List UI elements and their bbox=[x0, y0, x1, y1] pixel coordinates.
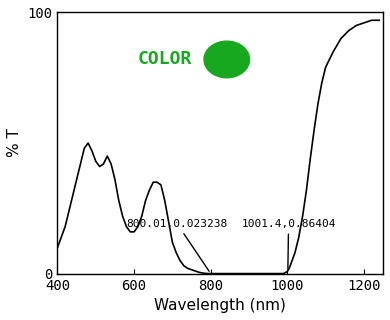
X-axis label: Wavelength (nm): Wavelength (nm) bbox=[154, 298, 286, 313]
Text: 800.01,0.023238: 800.01,0.023238 bbox=[126, 219, 228, 271]
Text: 1001.4,0.86404: 1001.4,0.86404 bbox=[241, 219, 336, 268]
Circle shape bbox=[204, 41, 250, 78]
Text: COLOR: COLOR bbox=[138, 51, 192, 68]
Y-axis label: % T: % T bbox=[7, 129, 22, 157]
